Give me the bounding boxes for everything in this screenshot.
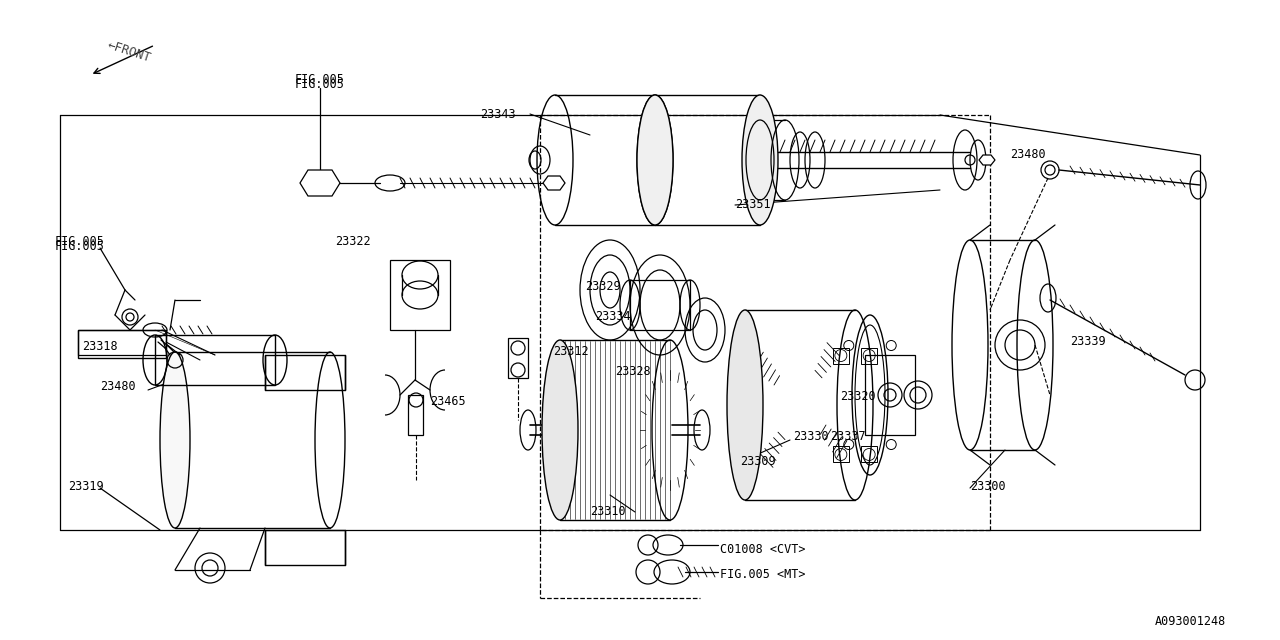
Text: A093001248: A093001248 xyxy=(1155,615,1226,628)
Text: 23312: 23312 xyxy=(553,345,589,358)
Text: 23465: 23465 xyxy=(430,395,466,408)
Text: FIG.005: FIG.005 xyxy=(55,240,105,253)
Bar xyxy=(78,330,166,358)
Ellipse shape xyxy=(727,310,763,500)
Text: 23309: 23309 xyxy=(740,455,776,468)
Text: FIG.005: FIG.005 xyxy=(55,235,105,248)
Bar xyxy=(265,530,346,565)
Bar xyxy=(861,348,877,364)
Bar xyxy=(265,355,346,390)
Bar xyxy=(155,335,275,385)
Text: 23300: 23300 xyxy=(970,480,1006,493)
Text: 23337: 23337 xyxy=(829,430,865,443)
Text: 23328: 23328 xyxy=(614,365,650,378)
Text: 23343: 23343 xyxy=(480,108,516,121)
Bar xyxy=(390,260,451,330)
Bar xyxy=(78,330,166,355)
Ellipse shape xyxy=(541,340,579,520)
Text: 23351: 23351 xyxy=(735,198,771,211)
Text: 23339: 23339 xyxy=(1070,335,1106,348)
Text: 23318: 23318 xyxy=(82,340,118,353)
Text: FIG.005: FIG.005 xyxy=(294,78,344,91)
Text: 23319: 23319 xyxy=(68,480,104,493)
Polygon shape xyxy=(543,176,564,190)
Text: 23310: 23310 xyxy=(590,505,626,518)
Ellipse shape xyxy=(637,95,673,225)
Bar xyxy=(408,395,422,435)
Polygon shape xyxy=(979,155,995,165)
Ellipse shape xyxy=(742,95,778,225)
Bar xyxy=(865,355,915,435)
Bar xyxy=(508,338,529,378)
Bar xyxy=(833,348,849,364)
Text: FIG.005: FIG.005 xyxy=(294,73,344,86)
Text: 23329: 23329 xyxy=(585,280,621,293)
Text: 23320: 23320 xyxy=(840,390,876,403)
Text: ←FRONT: ←FRONT xyxy=(106,38,152,64)
Text: 23480: 23480 xyxy=(1010,148,1046,161)
Text: FIG.005 <MT>: FIG.005 <MT> xyxy=(721,568,805,581)
Text: 23480: 23480 xyxy=(100,380,136,393)
Text: 23330: 23330 xyxy=(794,430,828,443)
Text: 23322: 23322 xyxy=(335,235,371,248)
Text: 23334: 23334 xyxy=(595,310,631,323)
Ellipse shape xyxy=(160,352,189,528)
Text: C01008 <CVT>: C01008 <CVT> xyxy=(721,543,805,556)
Bar xyxy=(861,447,877,463)
Polygon shape xyxy=(300,170,340,196)
Bar xyxy=(833,447,849,463)
